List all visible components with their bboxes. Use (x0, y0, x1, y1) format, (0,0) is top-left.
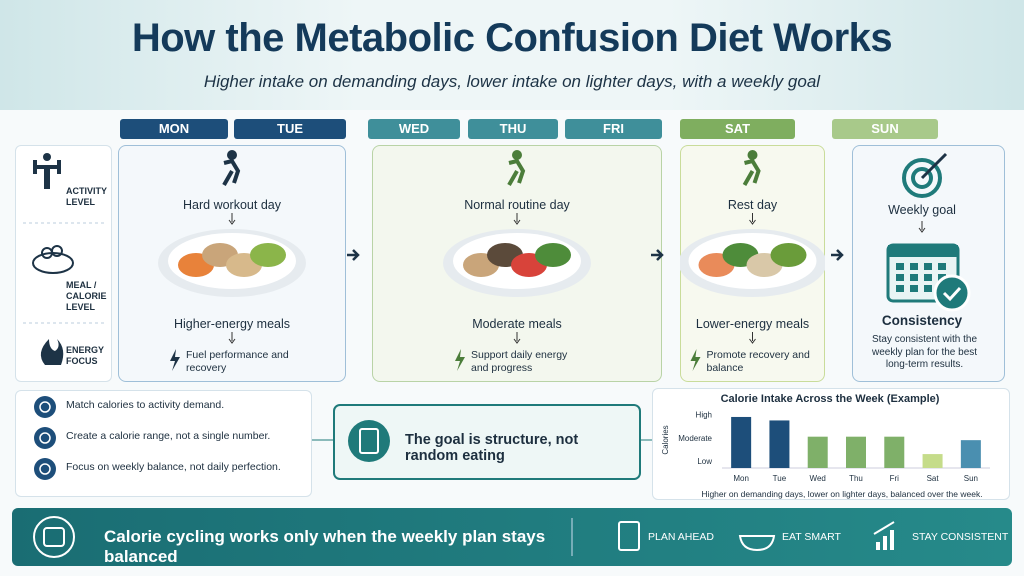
focus-text: Support daily energy and progress (471, 349, 568, 374)
row-label-panel (15, 145, 112, 382)
footer-band (12, 508, 1012, 566)
row-icons (23, 153, 104, 365)
day-tag: WED (368, 119, 460, 139)
flow-arrow (831, 249, 844, 261)
meal-label: Higher-energy meals (173, 317, 291, 331)
activity-label: Hard workout day (183, 198, 281, 212)
weekly-icons (886, 152, 971, 312)
meal-label: Moderate meals (472, 317, 562, 331)
tip-icon (34, 396, 56, 418)
header-band (0, 0, 1024, 110)
activity-label: Rest day (727, 198, 778, 212)
row-label: ENERGY FOCUS (66, 345, 104, 366)
activity-label: Normal routine day (464, 198, 570, 212)
focus-text: Fuel performance and recovery (186, 349, 289, 374)
meal-label: Lower-energy meals (695, 317, 810, 331)
tip-icon (34, 458, 56, 480)
footer-message: Calorie cycling works only when the week… (104, 527, 546, 566)
card-graphics (680, 150, 825, 371)
chart-panel (652, 388, 1010, 500)
row-label: ACTIVITY LEVEL (66, 186, 107, 207)
row-label: MEAL / CALORIE LEVEL (66, 280, 107, 312)
title: How the Metabolic Confusion Diet Works (131, 16, 893, 60)
card-graphics (443, 150, 591, 371)
day-tag: FRI (565, 119, 662, 139)
day-tag: SUN (832, 119, 938, 139)
tip-text: Create a calorie range, not a single num… (66, 430, 271, 442)
tip-icon (34, 427, 56, 449)
day-tag: MON (120, 119, 228, 139)
flow-arrow (651, 249, 664, 261)
tip-text: Match calories to activity demand. (66, 399, 225, 411)
day-tag: TUE (234, 119, 346, 139)
footer-action: STAY CONSISTENT (912, 531, 1009, 543)
footer-icons (33, 516, 895, 558)
footer-action: PLAN AHEAD (648, 531, 714, 543)
goal-connector (312, 404, 652, 480)
weekly-label: Consistency (881, 313, 963, 328)
subtitle: Higher intake on demanding days, lower i… (203, 72, 821, 91)
tips-panel (15, 390, 312, 497)
focus-text: Promote recovery and balance (706, 349, 810, 374)
goal-text: The goal is structure, not random eating (405, 432, 579, 464)
day-tag: THU (468, 119, 558, 139)
flow-arrow (347, 249, 360, 261)
weekly-text: Stay consistent with the weekly plan for… (871, 334, 978, 370)
day-tag: SAT (680, 119, 795, 139)
tip-text: Focus on weekly balance, not daily perfe… (66, 461, 281, 473)
footer-action: EAT SMART (782, 531, 841, 543)
card-graphics (158, 150, 306, 371)
weekly-title: Weekly goal (888, 203, 956, 217)
